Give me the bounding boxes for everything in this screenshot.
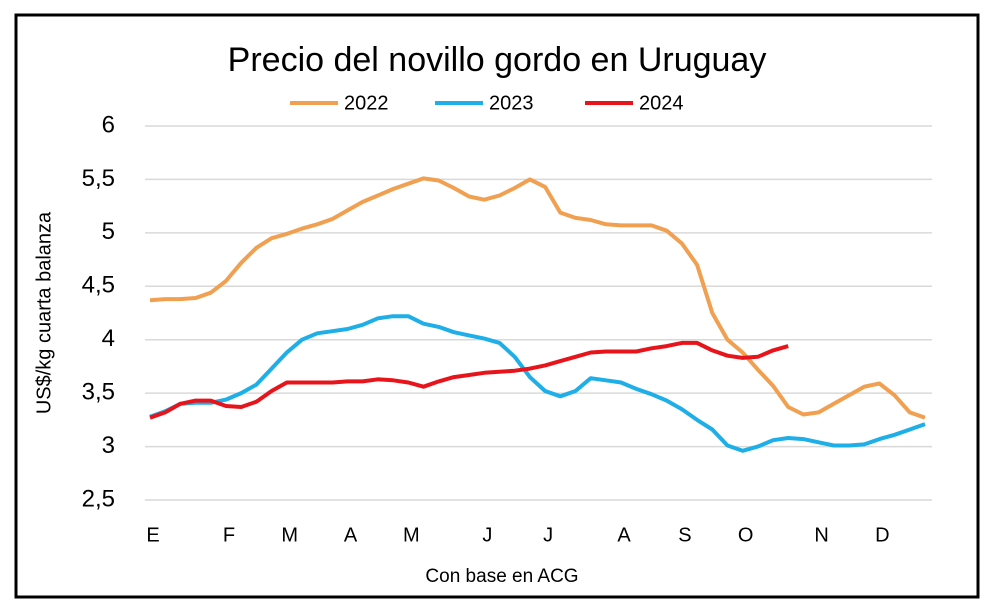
x-tick-label: D bbox=[875, 524, 889, 546]
x-tick-label: J bbox=[482, 524, 492, 546]
x-tick-label: M bbox=[281, 524, 298, 546]
y-tick-label: 5 bbox=[102, 218, 115, 245]
x-tick-label: S bbox=[678, 524, 691, 546]
y-tick-label: 4 bbox=[102, 325, 115, 352]
x-tick-label: E bbox=[146, 524, 159, 546]
x-tick-label: F bbox=[223, 524, 235, 546]
x-tick-label: J bbox=[543, 524, 553, 546]
y-tick-label: 4,5 bbox=[82, 272, 115, 299]
x-tick-label: A bbox=[617, 524, 631, 546]
x-tick-label: N bbox=[814, 524, 828, 546]
x-tick-label: O bbox=[738, 524, 754, 546]
y-tick-label: 3 bbox=[102, 432, 115, 459]
legend-label: 2024 bbox=[639, 92, 684, 114]
legend-label: 2023 bbox=[489, 92, 534, 114]
x-tick-label: A bbox=[344, 524, 358, 546]
y-axis-label: US$/kg cuarta balanza bbox=[33, 211, 55, 414]
line-series bbox=[149, 314, 926, 453]
y-tick-label: 2,5 bbox=[82, 485, 115, 512]
x-tick-label: M bbox=[403, 524, 420, 546]
y-tick-label: 6 bbox=[102, 111, 115, 138]
x-axis-label: Con base en ACG bbox=[425, 566, 578, 587]
line-series bbox=[149, 340, 789, 420]
chart-title: Precio del novillo gordo en Uruguay bbox=[228, 41, 767, 79]
y-tick-label: 3,5 bbox=[82, 378, 115, 405]
y-tick-label: 5,5 bbox=[82, 165, 115, 192]
line-series bbox=[149, 176, 926, 420]
legend-label: 2022 bbox=[344, 92, 389, 114]
